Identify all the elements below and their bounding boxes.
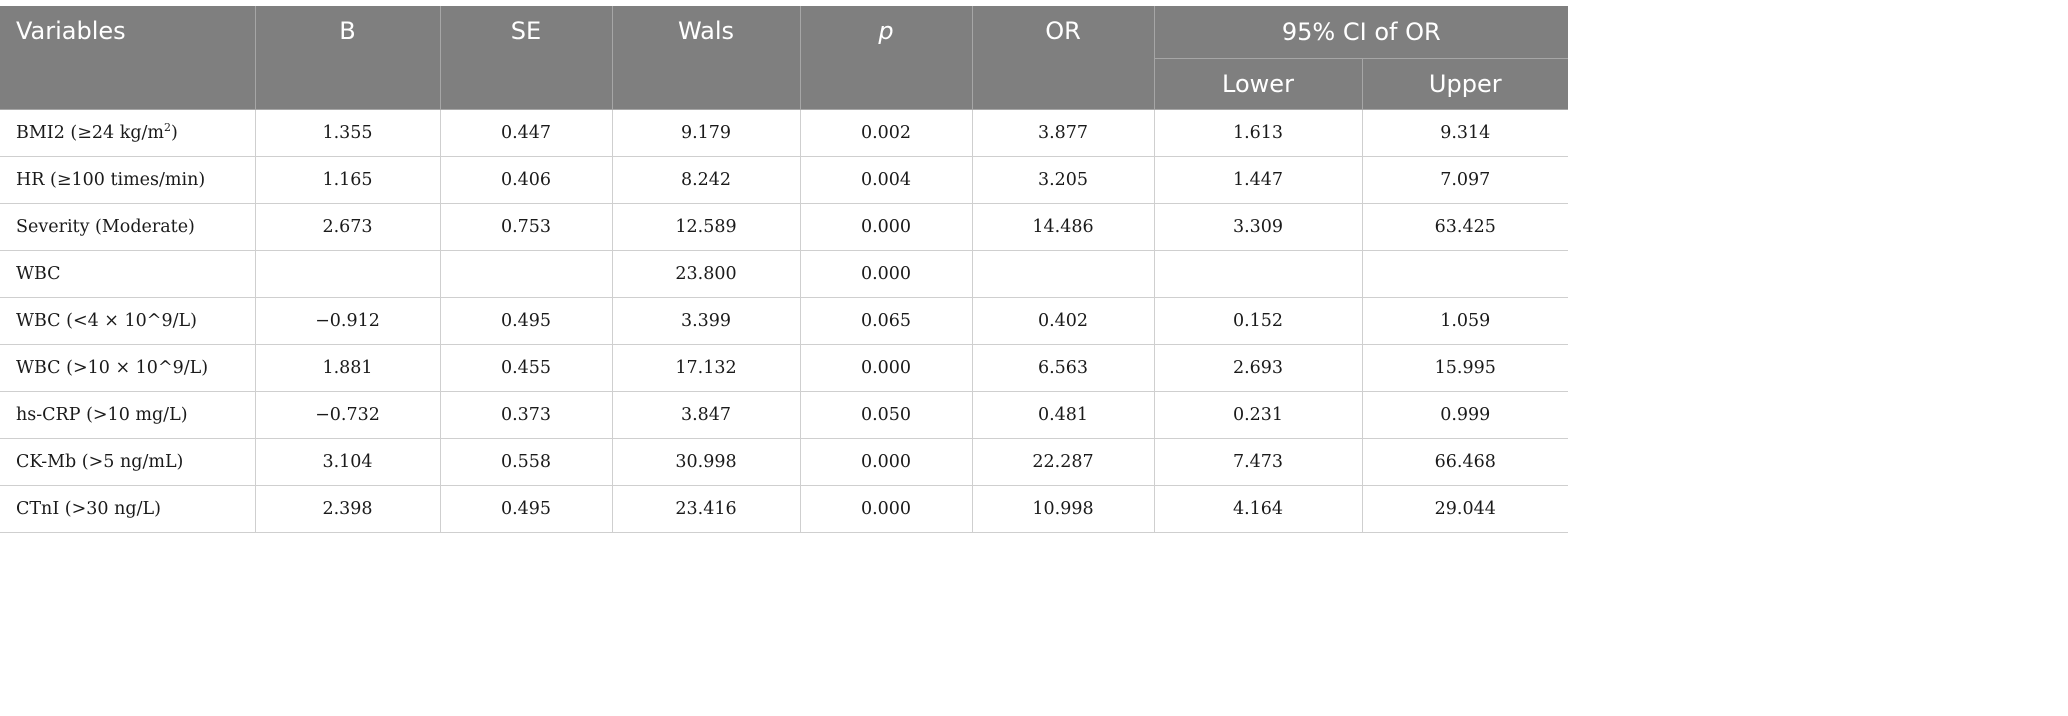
- p-cell: 0.000: [800, 344, 973, 392]
- lower-cell: 2.693: [1154, 344, 1363, 392]
- se-cell: [440, 250, 613, 298]
- se-cell: 0.495: [440, 297, 613, 345]
- or-cell: 0.481: [972, 391, 1155, 439]
- header-upper: Upper: [1362, 58, 1569, 110]
- header-or: OR: [972, 6, 1155, 110]
- lower-cell: 4.164: [1154, 485, 1363, 533]
- header-ci: 95% CI of OR: [1154, 6, 1569, 59]
- or-cell: 3.205: [972, 156, 1155, 204]
- table-row: WBC (>10 × 10^9/L) 1.881 0.455 17.132 0.…: [0, 344, 1569, 392]
- upper-cell: 66.468: [1362, 438, 1569, 486]
- p-cell: 0.000: [800, 438, 973, 486]
- b-cell: 1.355: [255, 109, 441, 157]
- header-b: B: [255, 6, 441, 110]
- logistic-regression-table: Variables B SE Wals p OR 95% CI of OR Lo…: [0, 6, 1569, 533]
- lower-cell: 1.613: [1154, 109, 1363, 157]
- lower-cell: [1154, 250, 1363, 298]
- upper-cell: 9.314: [1362, 109, 1569, 157]
- table-row: CK-Mb (>5 ng/mL) 3.104 0.558 30.998 0.00…: [0, 438, 1569, 486]
- or-cell: 6.563: [972, 344, 1155, 392]
- variable-cell: CK-Mb (>5 ng/mL): [0, 438, 256, 486]
- header-se: SE: [440, 6, 613, 110]
- lower-cell: 3.309: [1154, 203, 1363, 251]
- table-row: hs-CRP (>10 mg/L) −0.732 0.373 3.847 0.0…: [0, 391, 1569, 439]
- variable-cell: BMI2 (≥24 kg/m2): [0, 109, 256, 157]
- upper-cell: 15.995: [1362, 344, 1569, 392]
- se-cell: 0.373: [440, 391, 613, 439]
- wals-cell: 12.589: [612, 203, 801, 251]
- upper-cell: [1362, 250, 1569, 298]
- wals-cell: 17.132: [612, 344, 801, 392]
- se-cell: 0.455: [440, 344, 613, 392]
- or-cell: 3.877: [972, 109, 1155, 157]
- upper-cell: 1.059: [1362, 297, 1569, 345]
- header-wals: Wals: [612, 6, 801, 110]
- table-row: CTnI (>30 ng/L) 2.398 0.495 23.416 0.000…: [0, 485, 1569, 533]
- p-cell: 0.065: [800, 297, 973, 345]
- lower-cell: 1.447: [1154, 156, 1363, 204]
- variable-cell: WBC: [0, 250, 256, 298]
- header-lower: Lower: [1154, 58, 1363, 110]
- p-cell: 0.004: [800, 156, 973, 204]
- header-variables: Variables: [0, 6, 256, 110]
- b-cell: 1.165: [255, 156, 441, 204]
- b-cell: −0.732: [255, 391, 441, 439]
- wals-cell: 23.800: [612, 250, 801, 298]
- p-cell: 0.000: [800, 250, 973, 298]
- se-cell: 0.558: [440, 438, 613, 486]
- wals-cell: 8.242: [612, 156, 801, 204]
- p-cell: 0.000: [800, 485, 973, 533]
- header-p: p: [800, 6, 973, 110]
- or-cell: 10.998: [972, 485, 1155, 533]
- wals-cell: 3.847: [612, 391, 801, 439]
- se-cell: 0.406: [440, 156, 613, 204]
- b-cell: [255, 250, 441, 298]
- or-cell: 14.486: [972, 203, 1155, 251]
- or-cell: 0.402: [972, 297, 1155, 345]
- variable-cell: hs-CRP (>10 mg/L): [0, 391, 256, 439]
- table-row: WBC (<4 × 10^9/L) −0.912 0.495 3.399 0.0…: [0, 297, 1569, 345]
- se-cell: 0.495: [440, 485, 613, 533]
- p-cell: 0.000: [800, 203, 973, 251]
- b-cell: 3.104: [255, 438, 441, 486]
- p-cell: 0.002: [800, 109, 973, 157]
- upper-cell: 63.425: [1362, 203, 1569, 251]
- lower-cell: 0.152: [1154, 297, 1363, 345]
- se-cell: 0.447: [440, 109, 613, 157]
- table-row: BMI2 (≥24 kg/m2) 1.355 0.447 9.179 0.002…: [0, 109, 1569, 157]
- upper-cell: 29.044: [1362, 485, 1569, 533]
- b-cell: 1.881: [255, 344, 441, 392]
- wals-cell: 9.179: [612, 109, 801, 157]
- lower-cell: 0.231: [1154, 391, 1363, 439]
- table-row: HR (≥100 times/min) 1.165 0.406 8.242 0.…: [0, 156, 1569, 204]
- table-row: WBC 23.800 0.000: [0, 250, 1569, 298]
- variable-cell: WBC (<4 × 10^9/L): [0, 297, 256, 345]
- wals-cell: 3.399: [612, 297, 801, 345]
- p-cell: 0.050: [800, 391, 973, 439]
- variable-cell: Severity (Moderate): [0, 203, 256, 251]
- table-row: Severity (Moderate) 2.673 0.753 12.589 0…: [0, 203, 1569, 251]
- variable-cell: WBC (>10 × 10^9/L): [0, 344, 256, 392]
- or-cell: [972, 250, 1155, 298]
- lower-cell: 7.473: [1154, 438, 1363, 486]
- se-cell: 0.753: [440, 203, 613, 251]
- b-cell: −0.912: [255, 297, 441, 345]
- wals-cell: 30.998: [612, 438, 801, 486]
- upper-cell: 7.097: [1362, 156, 1569, 204]
- variable-cell: HR (≥100 times/min): [0, 156, 256, 204]
- b-cell: 2.673: [255, 203, 441, 251]
- or-cell: 22.287: [972, 438, 1155, 486]
- upper-cell: 0.999: [1362, 391, 1569, 439]
- b-cell: 2.398: [255, 485, 441, 533]
- wals-cell: 23.416: [612, 485, 801, 533]
- variable-cell: CTnI (>30 ng/L): [0, 485, 256, 533]
